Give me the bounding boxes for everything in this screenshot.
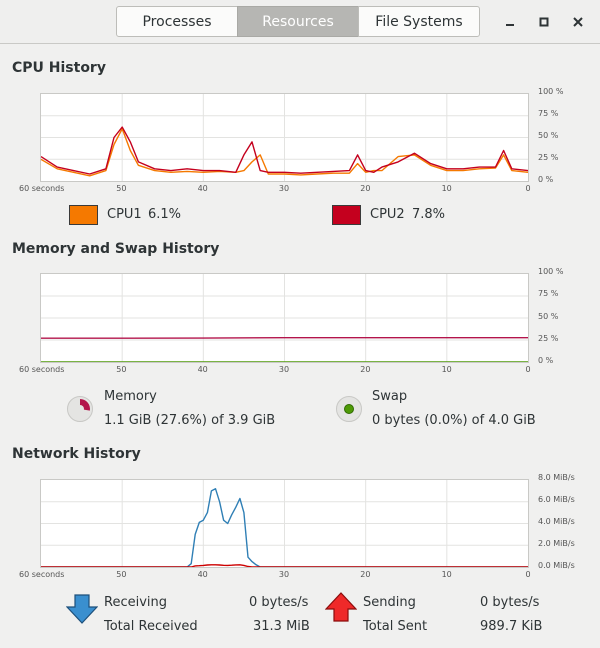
memory-pie-chart-icon xyxy=(76,399,91,413)
sending-label: Sending xyxy=(363,595,416,610)
x-tick-label: 30 xyxy=(278,184,290,193)
x-tick-label: 40 xyxy=(197,184,208,193)
series-line-receiving xyxy=(41,487,528,567)
total-sent-value: 989.7 KiB xyxy=(480,619,543,634)
y-tick-label: 25 % xyxy=(538,153,559,162)
total-sent-label: Total Sent xyxy=(363,619,428,634)
cpu1-name: CPU1 xyxy=(107,207,142,222)
cpu1-value: 6.1% xyxy=(148,207,182,222)
x-tick-label: 50 xyxy=(116,365,127,374)
x-tick-label: 10 xyxy=(441,184,452,193)
series-line-cpu2 xyxy=(41,126,528,175)
x-tick-label: 60 seconds xyxy=(19,184,65,193)
x-tick-label: 0 xyxy=(525,570,531,579)
maximize-icon xyxy=(539,17,549,27)
memory-label: Memory xyxy=(104,389,157,404)
cpu-history-graph xyxy=(40,93,529,182)
y-tick-label: 0 % xyxy=(538,175,554,184)
x-tick-label: 40 xyxy=(197,365,208,374)
x-tick-label: 50 xyxy=(116,570,127,579)
cpu2-color-swatch[interactable] xyxy=(332,205,361,225)
sending-arrow-up-icon xyxy=(325,592,357,622)
memory-value: 1.1 GiB (27.6%) of 3.9 GiB xyxy=(104,413,276,428)
total-received-value: 31.3 MiB xyxy=(253,619,310,634)
y-tick-label: 75 % xyxy=(538,289,559,299)
x-tick-label: 20 xyxy=(360,570,371,579)
series-line-memory xyxy=(41,337,528,339)
y-tick-label: 50 % xyxy=(538,131,559,140)
maximize-button[interactable] xyxy=(532,10,556,34)
receiving-value: 0 bytes/s xyxy=(249,595,309,610)
tab-processes[interactable]: Processes xyxy=(116,6,238,37)
y-tick-label: 100 % xyxy=(538,87,564,96)
y-tick-label: 2.0 MiB/s xyxy=(538,539,575,548)
chart-plot-area xyxy=(41,94,528,181)
x-tick-label: 20 xyxy=(360,184,371,193)
x-tick-label: 0 xyxy=(525,184,531,193)
y-tick-label: 6.0 MiB/s xyxy=(538,495,575,504)
x-tick-label: 50 xyxy=(116,184,127,193)
minimize-icon xyxy=(506,24,514,26)
y-tick-label: 0 % xyxy=(538,356,554,365)
cpu2-name: CPU2 xyxy=(370,207,405,222)
memory-history-title: Memory and Swap History xyxy=(12,241,220,257)
y-tick-label: 100 % xyxy=(538,267,564,276)
y-tick-label: 50 % xyxy=(538,311,559,321)
x-tick-label: 20 xyxy=(360,365,371,374)
swap-value: 0 bytes (0.0%) of 4.0 GiB xyxy=(372,413,536,428)
chart-plot-area xyxy=(41,480,528,567)
network-history-graph xyxy=(40,479,529,568)
x-tick-label: 30 xyxy=(278,365,290,374)
close-button[interactable] xyxy=(566,10,590,34)
sending-value: 0 bytes/s xyxy=(480,595,540,610)
view-switcher: Processes Resources File Systems xyxy=(116,6,480,37)
series-line-sending xyxy=(41,564,528,567)
memory-history-graph xyxy=(40,273,529,363)
memory-pie[interactable] xyxy=(67,396,93,422)
cpu1-color-swatch[interactable] xyxy=(69,205,98,225)
receiving-label: Receiving xyxy=(104,595,168,610)
total-received-label: Total Received xyxy=(104,619,198,634)
network-history-title: Network History xyxy=(12,446,141,462)
cpu-history-title: CPU History xyxy=(12,60,106,76)
x-tick-label: 30 xyxy=(278,570,290,579)
chart-plot-area xyxy=(41,274,528,362)
receiving-arrow-down-icon xyxy=(66,594,98,624)
swap-pie[interactable] xyxy=(336,396,362,422)
swap-pie-chart-icon xyxy=(344,404,354,414)
y-tick-label: 8.0 MiB/s xyxy=(538,473,575,482)
y-tick-label: 4.0 MiB/s xyxy=(538,517,575,526)
y-tick-label: 75 % xyxy=(538,109,559,118)
cpu2-value: 7.8% xyxy=(412,207,446,222)
tab-resources[interactable]: Resources xyxy=(237,6,359,37)
tab-file-systems[interactable]: File Systems xyxy=(358,6,480,37)
swap-label: Swap xyxy=(372,389,408,404)
y-tick-label: 0.0 MiB/s xyxy=(538,561,575,570)
close-icon xyxy=(573,17,583,27)
minimize-button[interactable] xyxy=(498,10,522,34)
x-tick-label: 60 seconds xyxy=(19,570,65,579)
x-tick-label: 60 seconds xyxy=(19,365,65,374)
x-tick-label: 10 xyxy=(441,365,452,374)
x-tick-label: 40 xyxy=(197,570,208,579)
series-line-cpu1 xyxy=(41,128,528,177)
y-tick-label: 25 % xyxy=(538,333,559,343)
header-bar: Processes Resources File Systems xyxy=(0,0,600,44)
x-tick-label: 0 xyxy=(525,365,531,374)
x-tick-label: 10 xyxy=(441,570,452,579)
